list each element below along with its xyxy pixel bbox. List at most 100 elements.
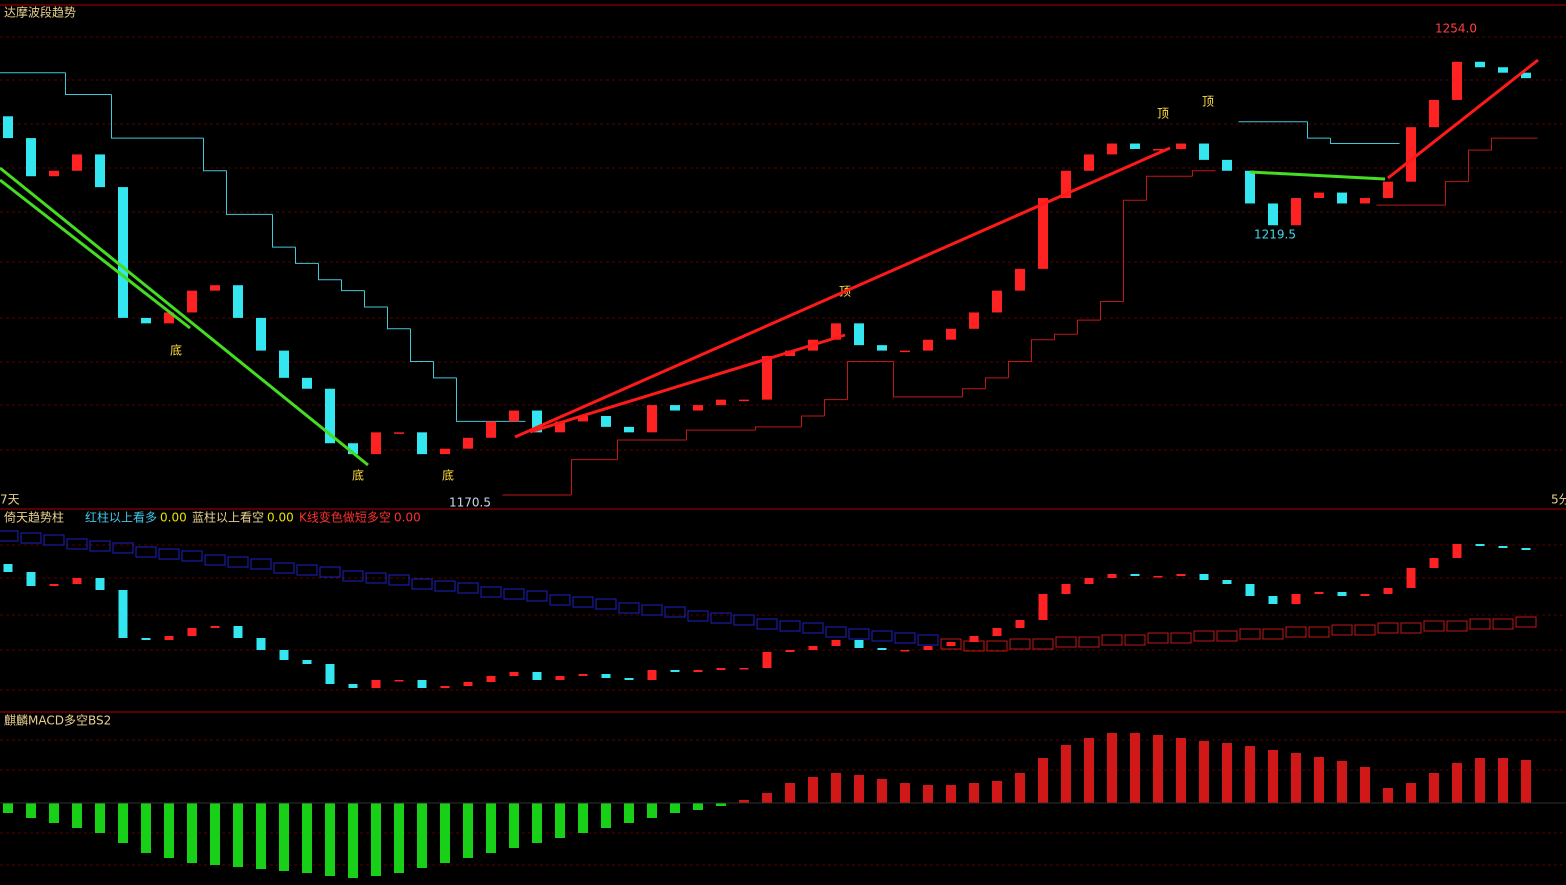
trend-block: [1193, 630, 1215, 642]
macd-bar: [1153, 735, 1163, 803]
trend-line: [514, 146, 1171, 439]
candle-body: [1268, 596, 1278, 604]
candle-body: [509, 410, 519, 422]
macd-bar: [762, 793, 772, 803]
trend-block: [457, 582, 479, 594]
stop-line: [456, 377, 480, 422]
candle-body: [72, 578, 82, 584]
candle-body: [739, 399, 749, 402]
candle-body: [1199, 574, 1209, 580]
legend-name: 蓝柱以上看空: [192, 510, 264, 525]
candle-body: [578, 415, 588, 422]
macd-bar: [555, 803, 565, 838]
trend-block: [227, 556, 249, 568]
candle-body: [992, 290, 1002, 313]
macd-bar: [95, 803, 105, 833]
candle-body: [1153, 576, 1163, 578]
panel-title[interactable]: 倚天趋势柱: [4, 510, 64, 525]
candle-body: [762, 652, 772, 668]
trend-block: [204, 554, 226, 566]
trend-line: [1249, 170, 1386, 181]
candle-body: [1245, 584, 1255, 596]
stop-line: [1307, 121, 1331, 139]
candle-body: [3, 564, 13, 572]
annotation: 底: [442, 468, 454, 483]
trend-block: [89, 540, 111, 552]
macd-bar: [1222, 743, 1232, 803]
macd-bar: [1429, 773, 1439, 803]
annotation: 顶: [1157, 107, 1169, 121]
macd-bar: [808, 777, 818, 803]
candle-body: [854, 640, 864, 648]
stop-line: [318, 263, 342, 281]
trend-block: [1078, 636, 1100, 648]
legend-value: 0.00: [394, 511, 421, 525]
candle-body: [440, 448, 450, 455]
trend-block: [1331, 624, 1353, 636]
macd-bar: [1107, 733, 1117, 803]
macd-bar: [1245, 746, 1255, 803]
candle-body: [831, 640, 841, 646]
candle-body: [1452, 544, 1462, 558]
candle-body: [394, 432, 404, 434]
stop-line: [203, 138, 227, 172]
price-label: 1170.5: [449, 496, 491, 510]
candle-body: [141, 317, 151, 324]
trend-block: [388, 574, 410, 586]
macd-bar: [670, 803, 680, 813]
stop-line: [111, 94, 135, 139]
candle-body: [624, 426, 634, 433]
macd-bar: [647, 803, 657, 818]
candle-body: [1498, 546, 1508, 548]
candle-body: [877, 345, 887, 351]
candle-body: [923, 339, 933, 351]
candle-body: [1314, 192, 1324, 199]
trend-line: [0, 166, 369, 467]
candle-body: [601, 674, 611, 678]
stop-line: [410, 328, 434, 362]
panel-title[interactable]: 麒麟MACD多空BS2: [4, 713, 111, 728]
trend-block: [526, 590, 548, 602]
candle-body: [1475, 544, 1485, 546]
legend-name: 红柱以上看多: [85, 510, 157, 525]
macd-bar: [1015, 773, 1025, 803]
trend-block: [825, 626, 847, 638]
trend-block: [1285, 626, 1307, 638]
trend-block: [1492, 618, 1514, 630]
trend-block: [1170, 632, 1192, 644]
candle-body: [164, 636, 174, 640]
macd-bar: [1130, 733, 1140, 803]
macd-bar: [325, 803, 335, 876]
trend-block: [986, 640, 1008, 652]
trend-block: [1400, 622, 1422, 634]
macd-bar: [1314, 757, 1324, 803]
trend-line: [1387, 58, 1539, 180]
stop-line: [801, 415, 825, 427]
legend-value: 0.00: [267, 511, 294, 525]
candle-body: [1222, 580, 1232, 584]
macd-bar: [279, 803, 289, 871]
candle-body: [578, 674, 588, 676]
candle-body: [72, 154, 82, 171]
candle-body: [1015, 620, 1025, 628]
candle-body: [1176, 574, 1186, 576]
candle-body: [1337, 592, 1347, 596]
macd-bar: [348, 803, 358, 878]
candle-body: [279, 650, 289, 660]
panel-title[interactable]: 达摩波段趋势: [4, 5, 76, 20]
stop-line: [1123, 199, 1147, 302]
trend-block: [779, 620, 801, 632]
annotation: 底: [170, 343, 182, 358]
candle-body: [233, 285, 243, 318]
candle-body: [509, 672, 519, 676]
candle-body: [1337, 192, 1347, 204]
trend-block: [595, 598, 617, 610]
stop-line: [962, 388, 986, 397]
candle-body: [187, 290, 197, 313]
trend-block: [296, 564, 318, 576]
candle-body: [210, 626, 220, 628]
candle-body: [26, 138, 36, 177]
candle-body: [348, 443, 358, 455]
macd-bar: [785, 783, 795, 803]
